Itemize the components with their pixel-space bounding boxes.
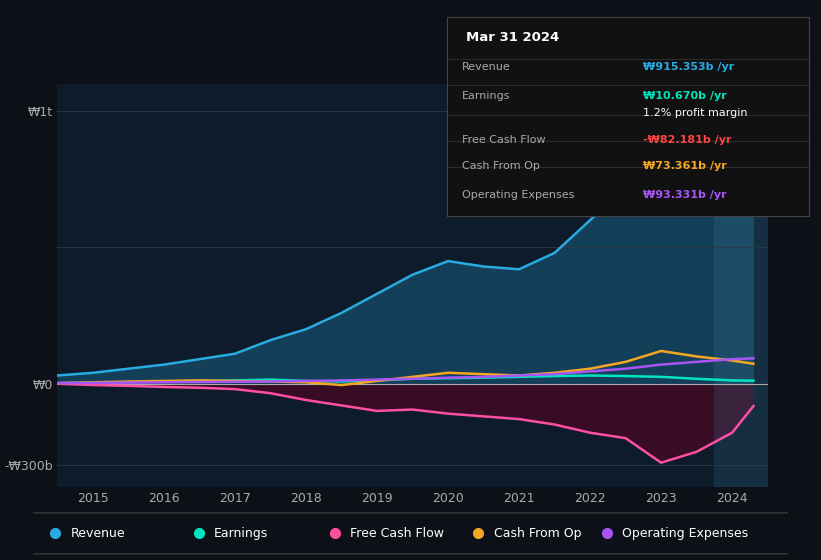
Text: Operating Expenses: Operating Expenses [622, 527, 748, 540]
Text: Operating Expenses: Operating Expenses [462, 190, 574, 200]
Text: Earnings: Earnings [214, 527, 268, 540]
Text: ₩73.361b /yr: ₩73.361b /yr [643, 161, 727, 171]
Text: Cash From Op: Cash From Op [493, 527, 581, 540]
Text: ₩915.353b /yr: ₩915.353b /yr [643, 63, 734, 72]
Text: Earnings: Earnings [462, 91, 511, 101]
Text: ₩93.331b /yr: ₩93.331b /yr [643, 190, 726, 200]
Text: Revenue: Revenue [462, 63, 511, 72]
Text: Free Cash Flow: Free Cash Flow [350, 527, 444, 540]
Text: Revenue: Revenue [71, 527, 126, 540]
Text: Free Cash Flow: Free Cash Flow [462, 135, 545, 145]
Text: -₩82.181b /yr: -₩82.181b /yr [643, 135, 731, 145]
Text: Cash From Op: Cash From Op [462, 161, 539, 171]
Text: 1.2% profit margin: 1.2% profit margin [643, 108, 747, 118]
Bar [714, 84, 768, 487]
Text: Mar 31 2024: Mar 31 2024 [466, 31, 559, 44]
Text: ₩10.670b /yr: ₩10.670b /yr [643, 91, 727, 101]
